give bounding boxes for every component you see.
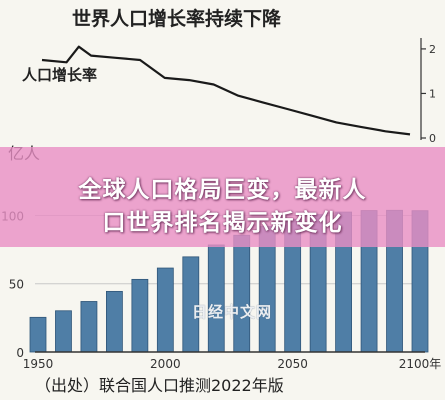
- x-tick-label: 2050: [277, 357, 308, 371]
- bar-1990: [131, 278, 149, 353]
- right-y-tick-label: 0: [429, 132, 436, 145]
- bar-2030: [233, 234, 251, 353]
- chart-title: 世界人口增长率持续下降: [72, 8, 282, 30]
- right-y-tick-label: 2: [429, 43, 436, 56]
- bar-2000: [156, 267, 174, 353]
- y-tick-label: 50: [9, 278, 24, 292]
- growth-rate-line: [41, 45, 411, 136]
- bar-1970: [80, 301, 98, 353]
- x-tick-label: 2100年: [399, 357, 442, 371]
- right-y-tick-label: 1: [429, 87, 436, 100]
- x-tick-label: 2000: [150, 357, 181, 371]
- watermark: 日经中文网: [192, 303, 273, 321]
- line-series-label: 人口增长率: [22, 66, 97, 84]
- bar-1980: [106, 290, 123, 353]
- y-tick-label: 0: [16, 346, 24, 360]
- source-note: （出处）联合国人口推测2022年版: [35, 376, 284, 395]
- headline-line-1: 全球人口格局巨变，最新人: [78, 177, 367, 203]
- headline-banner: 全球人口格局巨变，最新人 口世界排名揭示新变化: [0, 147, 445, 247]
- bar-2020: [207, 244, 225, 353]
- x-tick-label: 1950: [23, 357, 54, 371]
- headline-line-2: 口世界排名揭示新变化: [102, 210, 343, 236]
- bar-1950: [29, 316, 47, 353]
- bar-1960: [55, 310, 72, 353]
